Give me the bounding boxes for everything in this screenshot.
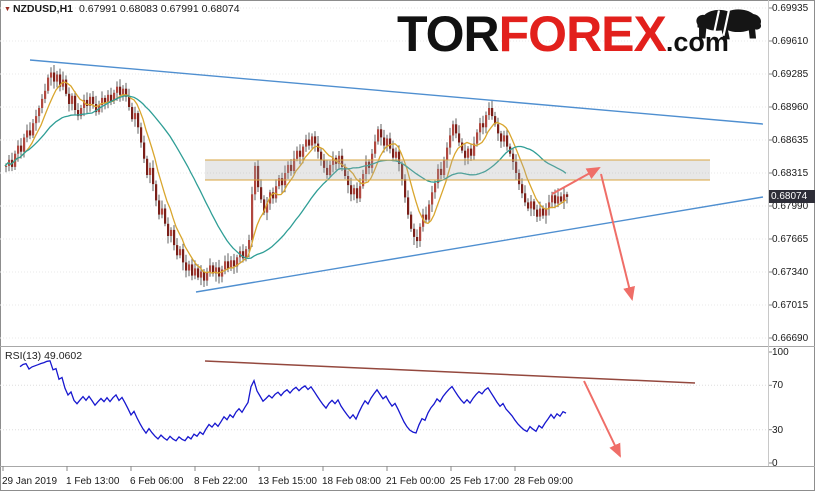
price-axis-label: 0.67340 [772, 267, 809, 278]
price-axis-label: 0.68960 [772, 102, 809, 113]
time-axis-label: 13 Feb 15:00 [258, 476, 317, 487]
current-price-tag: 0.68074 [769, 190, 815, 203]
rsi-axis-label: 0 [772, 458, 778, 469]
time-axis-label: 8 Feb 22:00 [194, 476, 248, 487]
symbol-info: ▼ NZDUSD,H1 0.67991 0.68083 0.67991 0.6807… [4, 3, 240, 15]
time-axis-label: 29 Jan 2019 [2, 476, 58, 487]
price-axis-label: 0.69935 [772, 3, 809, 14]
time-axis-label: 1 Feb 13:00 [66, 476, 120, 487]
time-axis-label: 28 Feb 09:00 [514, 476, 573, 487]
time-axis-label: 6 Feb 06:00 [130, 476, 184, 487]
torforex-logo: TORFOREX.com [397, 2, 729, 79]
bear-icon [696, 9, 762, 40]
price-axis-label: 0.67990 [772, 201, 809, 212]
symbol-quote: 0.67991 0.68083 0.67991 0.68074 [79, 3, 240, 15]
rsi-axis-label: 100 [772, 347, 789, 358]
time-axis-label: 21 Feb 00:00 [386, 476, 445, 487]
time-axis-label: 25 Feb 17:00 [450, 476, 509, 487]
symbol-name: NZDUSD,H1 [12, 3, 74, 15]
time-axis-label: 18 Feb 08:00 [322, 476, 381, 487]
price-axis-label: 0.69610 [772, 36, 809, 47]
price-axis-label: 0.68315 [772, 168, 809, 179]
logo-text-forex: FOREX [498, 6, 667, 62]
symbol-marker-icon: ▼ [4, 6, 11, 13]
price-axis-label: 0.66690 [772, 333, 809, 344]
price-axis-label: 0.69285 [772, 69, 809, 80]
price-axis-label: 0.67015 [772, 300, 809, 311]
logo-text-com: .com [665, 27, 729, 57]
price-axis-label: 0.68635 [772, 135, 809, 146]
rsi-axis-label: 30 [772, 424, 784, 436]
rsi-axis-label: 70 [772, 380, 784, 392]
price-axis-label: 0.67665 [772, 234, 809, 245]
rsi-indicator-label: RSI(13) 49.0602 [5, 350, 83, 362]
logo-text-tor: TOR [397, 6, 500, 62]
